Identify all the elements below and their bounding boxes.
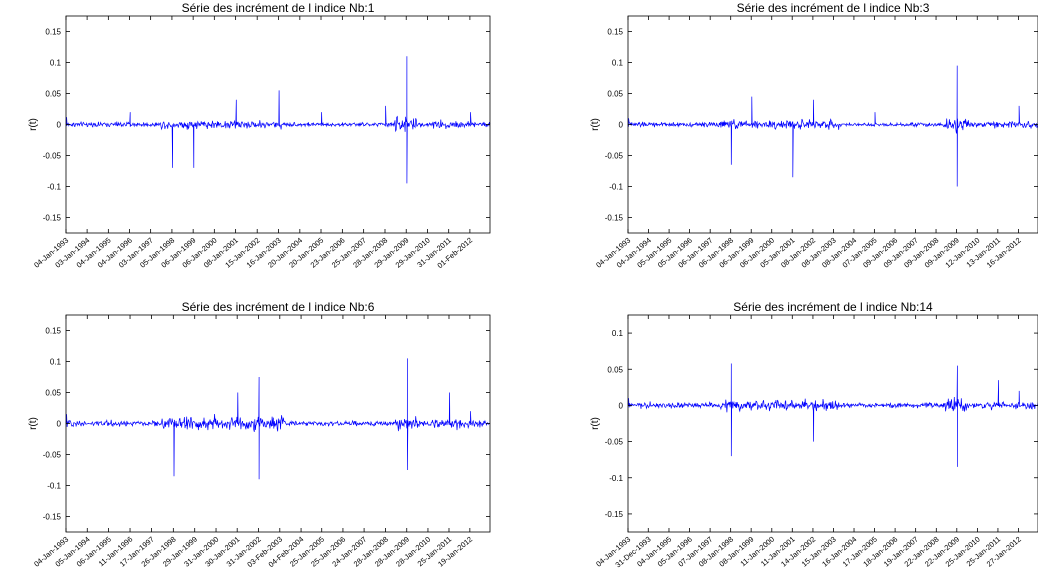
axes-frame [627,314,1038,533]
y-axis-label: r(t) [28,118,39,131]
y-tick-label: 0.1 [50,59,62,68]
chart-title: Série des incrément de l indice Nb:14 [733,300,933,314]
series-line [627,65,1038,187]
chart-title: Série des incrément de l indice Nb:1 [182,1,375,15]
y-axis-label: r(t) [590,417,601,430]
y-tick-label: 0.1 [50,358,62,367]
y-tick-label: -0.15 [605,510,624,519]
y-tick-label: -0.1 [609,474,623,483]
y-tick-label: 0.05 [45,90,61,99]
y-axis-label: r(t) [590,118,601,131]
series-line [65,56,491,184]
y-tick-label: -0.15 [43,513,62,522]
chart-title: Série des incrément de l indice Nb:6 [182,300,375,314]
y-tick-label: 0.05 [607,90,623,99]
y-tick-label: -0.1 [47,183,61,192]
y-tick-label: 0 [619,121,624,130]
y-tick-label: -0.1 [609,183,623,192]
y-tick-label: -0.05 [605,152,624,161]
y-tick-label: -0.15 [43,214,62,223]
y-tick-label: 0 [619,401,624,410]
chart-2: Série des incrément de l indice Nb:3 r(t)… [590,1,1038,270]
series-line [627,363,1038,467]
y-tick-label: 0.1 [612,59,624,68]
y-tick-label: 0 [57,121,62,130]
y-tick-label: -0.05 [43,451,62,460]
chart-4: Série des incrément de l indice Nb:14 r(t… [590,300,1038,569]
y-tick-label: -0.15 [605,214,624,223]
chart-3: Série des incrément de l indice Nb:6 r(t)… [28,300,491,569]
chart-title: Série des incrément de l indice Nb:3 [737,1,930,15]
y-tick-label: 0.05 [45,389,61,398]
y-axis-label: r(t) [28,417,39,430]
y-tick-label: 0.15 [607,28,623,37]
y-tick-label: 0.1 [612,329,624,338]
series-line [65,358,491,480]
y-tick-label: -0.05 [43,152,62,161]
y-tick-label: -0.1 [47,482,61,491]
y-tick-label: 0 [57,420,62,429]
chart-1: Série des incrément de l indice Nb:1 r(t)… [28,1,491,270]
y-tick-label: 0.15 [45,327,61,336]
y-tick-label: -0.05 [605,438,624,447]
y-tick-label: 0.05 [607,365,623,374]
y-tick-label: 0.15 [45,28,61,37]
